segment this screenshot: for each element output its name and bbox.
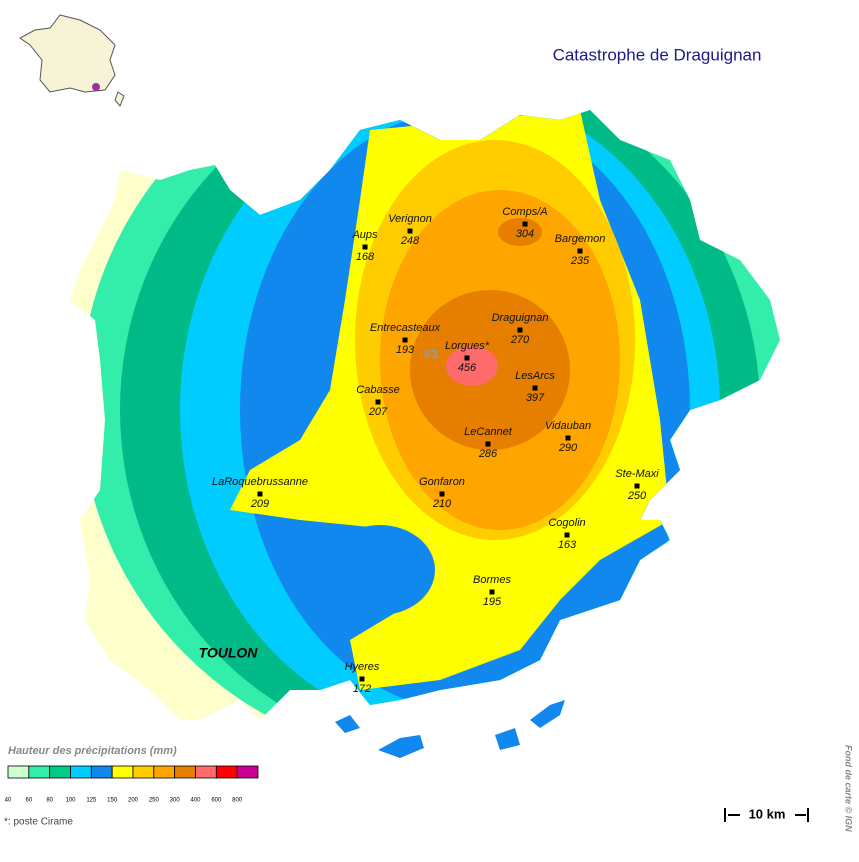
station-value: 304 — [516, 228, 534, 240]
station-marker — [407, 228, 413, 234]
station-name: LeCannet — [464, 426, 513, 438]
station-marker — [402, 337, 408, 343]
legend-tick-label: 400 — [190, 798, 201, 804]
legend-tick-label: 125 — [86, 798, 97, 804]
station-marker — [577, 248, 583, 254]
station-value: 235 — [570, 255, 590, 267]
station-name: Gonfaron — [419, 476, 465, 488]
station-value: 250 — [627, 490, 647, 502]
legend-tick-label: 200 — [128, 798, 139, 804]
legend-tick-label: 600 — [211, 798, 222, 804]
legend-title: Hauteur des précipitations (mm) — [8, 745, 177, 757]
legend-tick-label: 100 — [65, 798, 76, 804]
station-name: Bargemon — [555, 233, 606, 245]
station-name: LaRoquebrussanne — [212, 476, 308, 488]
station-value: 286 — [478, 448, 498, 460]
islands — [335, 700, 565, 758]
legend-swatch — [215, 765, 238, 779]
legend-tick-label: 250 — [149, 798, 160, 804]
scale-bar: 10 km — [724, 806, 809, 822]
station-marker — [257, 491, 263, 497]
station-value: 248 — [400, 235, 420, 247]
station-marker — [634, 483, 640, 489]
station-value: 168 — [356, 251, 375, 263]
legend-swatch — [153, 765, 176, 779]
legend-swatch — [49, 765, 71, 779]
scale-label: 10 km — [749, 806, 786, 821]
note: *: poste Cirame — [4, 817, 73, 828]
station-name: LesArcs — [515, 370, 555, 382]
legend-tick-label: 800 — [232, 798, 243, 804]
legend: 40 60 80 100 125 150 200 250 300 400 600 800 — [5, 765, 259, 804]
legend-swatch — [70, 765, 92, 779]
station-value: 193 — [396, 344, 415, 356]
station-name: Hyeres — [345, 661, 380, 673]
locator-map — [19, 14, 125, 107]
station-marker — [439, 491, 445, 497]
station-value: 163 — [558, 539, 577, 551]
city-label: TOULON — [199, 645, 259, 661]
station-marker — [489, 589, 495, 595]
station-marker — [517, 327, 523, 333]
station-marker — [564, 532, 570, 538]
station-value: 397 — [526, 392, 545, 404]
station-value: 290 — [558, 442, 578, 454]
station-name: Cogolin — [548, 517, 585, 529]
legend-tick-label: 300 — [170, 798, 181, 804]
station-marker — [532, 385, 538, 391]
station-value: 209 — [250, 498, 269, 510]
station-value: 172 — [353, 683, 371, 695]
station-name: Comps/A — [502, 206, 547, 218]
legend-swatch — [236, 765, 259, 779]
station-marker — [485, 441, 491, 447]
station-name: Vidauban — [545, 420, 591, 432]
station-value: 270 — [510, 334, 530, 346]
legend-swatch — [195, 765, 217, 779]
station-value: 456 — [458, 362, 477, 374]
station-value: 207 — [368, 406, 388, 418]
station-marker — [522, 221, 528, 227]
legend-tick-label: 150 — [107, 798, 118, 804]
station-name: Ste-Maxi — [615, 468, 659, 480]
station-name: Lorgues* — [445, 340, 490, 352]
station-value: 195 — [483, 596, 502, 608]
credit: Fond de carte © IGN — [844, 745, 854, 832]
station-marker — [362, 244, 368, 250]
department-label: 83 — [424, 346, 438, 361]
stations: Aups 168 Verignon 248 Comps/A 304 Bargemon 235 E… — [212, 206, 659, 695]
station-name: Bormes — [473, 574, 511, 586]
legend-swatch — [111, 765, 134, 779]
legend-swatch — [132, 765, 155, 779]
legend-tick-label: 60 — [25, 798, 32, 804]
station-name: Entrecasteaux — [370, 322, 441, 334]
legend-tick-label: 80 — [46, 798, 53, 804]
legend-tick-label: 40 — [5, 798, 12, 804]
station-name: Verignon — [388, 213, 432, 225]
station-marker — [375, 399, 381, 405]
station-name: Aups — [351, 229, 378, 241]
station-name: Cabasse — [356, 384, 399, 396]
station-value: 210 — [432, 498, 452, 510]
station-marker — [565, 435, 571, 441]
map-title: Catastrophe de Draguignan — [553, 45, 762, 64]
legend-swatch — [7, 765, 30, 779]
legend-swatch — [174, 765, 196, 779]
station-marker — [359, 676, 365, 682]
station-name: Draguignan — [492, 312, 549, 324]
legend-swatch — [28, 765, 51, 779]
station-marker — [464, 355, 470, 361]
legend-swatch — [90, 765, 113, 779]
